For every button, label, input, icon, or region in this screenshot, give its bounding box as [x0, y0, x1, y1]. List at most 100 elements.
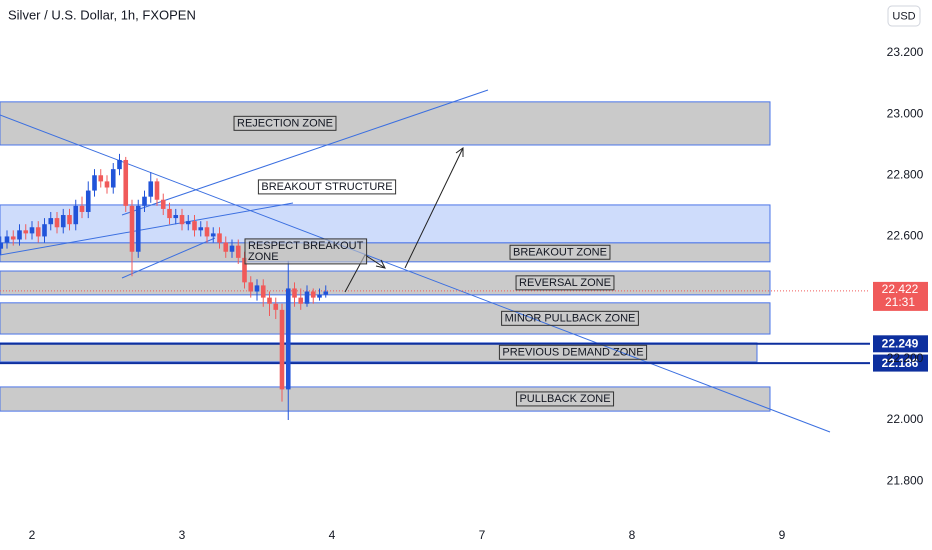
- zone: [0, 242, 771, 263]
- candle-body: [0, 242, 4, 249]
- level-tag: [873, 335, 928, 353]
- candle-body: [123, 159, 129, 206]
- price-axis: [870, 0, 932, 550]
- candle-body: [79, 205, 85, 212]
- zone-label: MINOR PULLBACK ZONE: [505, 312, 636, 324]
- candle-body: [185, 221, 191, 225]
- note-text: BREAKOUT STRUCTURE: [261, 181, 392, 193]
- y-tick-label: 22.600: [887, 229, 924, 243]
- level-label: 22.186: [882, 356, 919, 370]
- x-tick-label: 8: [629, 528, 636, 542]
- candle-body: [160, 199, 166, 209]
- note: BREAKOUT STRUCTURE: [257, 179, 397, 195]
- candle-body: [142, 196, 147, 206]
- candle-body: [235, 245, 241, 258]
- zone-label: PULLBACK ZONE: [519, 393, 610, 405]
- x-tick-label: 4: [329, 528, 336, 542]
- zone-label-box: [501, 310, 639, 326]
- currency-button[interactable]: [887, 5, 921, 27]
- candle-body: [23, 230, 29, 234]
- candle-body: [254, 285, 260, 292]
- zone-label-box: [233, 115, 337, 131]
- candle-body: [179, 215, 185, 225]
- candle-body: [35, 227, 41, 237]
- candle-body: [104, 181, 110, 188]
- note-box: [244, 238, 368, 265]
- currency-label: USD: [892, 10, 915, 22]
- trend-line: [0, 202, 294, 256]
- y-tick-label: 22.200: [887, 351, 924, 365]
- candle-body: [48, 218, 54, 225]
- zone-label: REJECTION ZONE: [237, 117, 333, 129]
- zone-label: BREAKOUT ZONE: [513, 246, 607, 258]
- candle-body: [42, 224, 47, 237]
- level-label: 22.249: [882, 336, 919, 350]
- candle-body: [135, 205, 141, 252]
- last-price-label: 22.422: [882, 282, 919, 296]
- candle-body: [29, 227, 35, 234]
- candle-body: [10, 236, 16, 240]
- candle-body: [323, 291, 329, 295]
- zone: [0, 386, 771, 412]
- candle-body: [148, 181, 154, 197]
- y-tick-label: 23.000: [887, 106, 924, 120]
- drawings: [0, 89, 831, 433]
- x-tick-label: 7: [479, 528, 486, 542]
- zone-label-box: [498, 344, 648, 360]
- y-tick-label: 21.800: [887, 473, 924, 487]
- candle-body: [173, 215, 179, 219]
- candle-body: [92, 175, 97, 191]
- last-price-tag: [873, 281, 928, 311]
- candle-body: [267, 297, 272, 304]
- arrow-head: [455, 147, 464, 157]
- zone-label-box: [515, 275, 615, 291]
- candle-body: [260, 285, 266, 298]
- candle-body: [279, 309, 285, 390]
- candle-body: [192, 221, 197, 231]
- candle-body: [285, 288, 291, 390]
- candle-body: [217, 233, 222, 243]
- last-price-time: 21:31: [885, 295, 915, 309]
- y-tick-label: 22.800: [887, 167, 924, 181]
- candle-body: [223, 242, 229, 252]
- chart-title: Silver / U.S. Dollar, 1h, FXOPEN: [8, 7, 196, 22]
- candle-body: [110, 169, 116, 188]
- trend-line: [121, 89, 489, 216]
- candle-body: [198, 227, 204, 231]
- level-tag: [873, 354, 928, 372]
- candle-body: [317, 294, 322, 298]
- candle-body: [304, 291, 310, 304]
- y-tick-label: 22.000: [887, 412, 924, 426]
- zone: [0, 302, 771, 335]
- candle-body: [248, 282, 254, 292]
- x-tick-label: 9: [779, 528, 786, 542]
- zone: [0, 101, 771, 146]
- candle-body: [242, 257, 247, 283]
- trend-line: [121, 237, 216, 279]
- zone-label-box: [515, 391, 615, 407]
- candle-body: [98, 175, 104, 182]
- candle-body: [204, 227, 210, 237]
- candle-body: [273, 303, 279, 310]
- zone-label-box: [509, 244, 611, 260]
- candle-body: [298, 297, 304, 304]
- candle-body: [54, 218, 60, 228]
- candle-body: [310, 291, 316, 298]
- y-tick-label: 23.200: [887, 45, 924, 59]
- candle-body: [154, 181, 160, 200]
- candle-body: [210, 233, 216, 237]
- candle-body: [229, 245, 235, 252]
- note-text: RESPECT BREAKOUT: [248, 240, 364, 252]
- trend-line: [0, 114, 831, 433]
- x-tick-label: 2: [29, 528, 36, 542]
- arrow-path: [404, 147, 464, 269]
- candle-body: [67, 215, 72, 225]
- candle-body: [60, 215, 66, 228]
- x-tick-label: 3: [179, 528, 186, 542]
- candle-body: [85, 190, 91, 212]
- candle-body: [117, 159, 122, 170]
- zone-label: PREVIOUS DEMAND ZONE: [502, 346, 643, 358]
